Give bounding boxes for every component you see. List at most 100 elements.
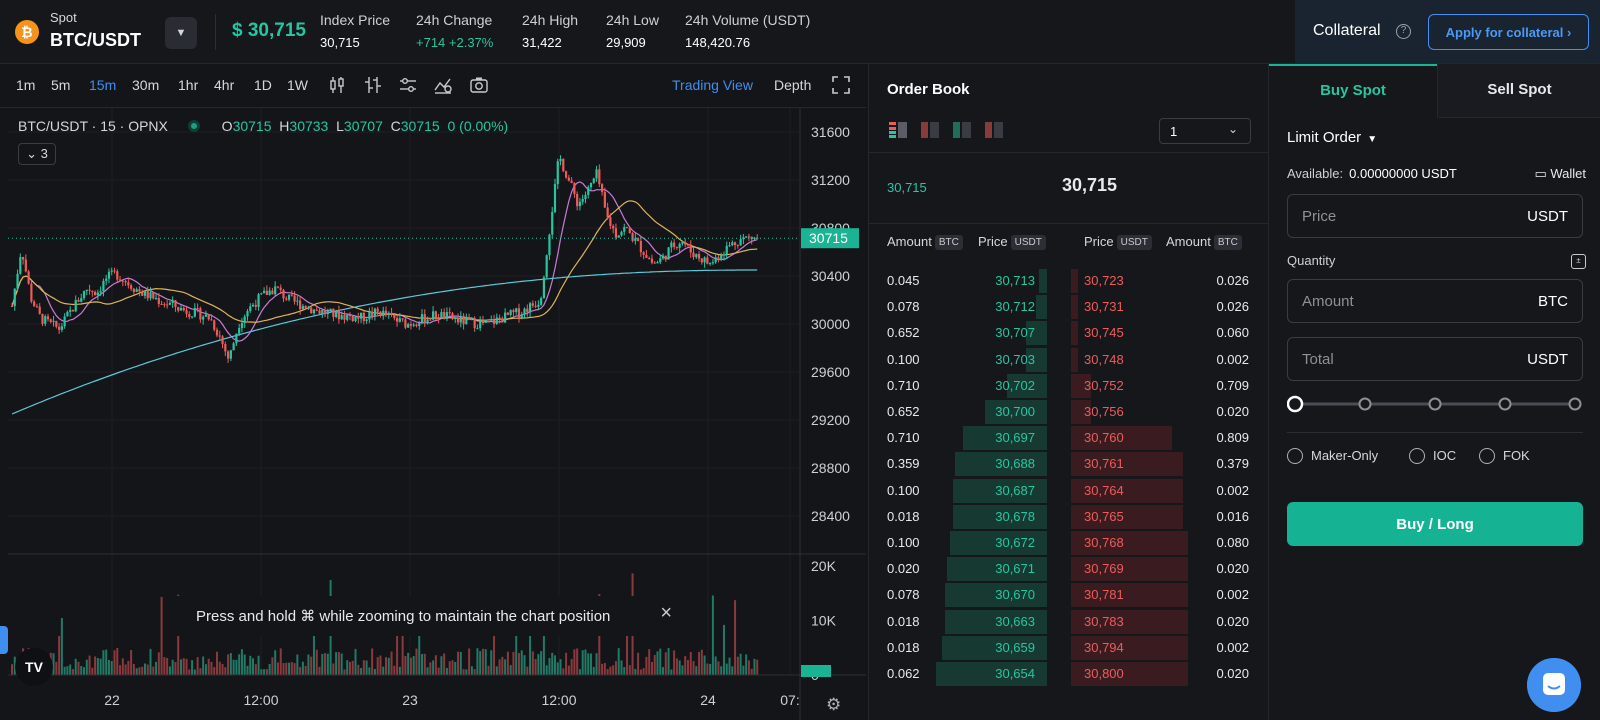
tab-trading-view[interactable]: Trading View [672, 77, 753, 93]
volume-bar [517, 653, 520, 675]
candle-body [10, 306, 14, 307]
candle-body [509, 310, 512, 315]
ask-amount: 0.026 [1216, 299, 1249, 315]
candle-body [229, 350, 232, 359]
order-book-row[interactable]: 0.652 30,700 30,756 0.020 [869, 399, 1269, 424]
order-book-row[interactable]: 0.078 30,712 30,731 0.026 [869, 294, 1269, 320]
pair-name[interactable]: BTC/USDT [50, 30, 141, 50]
drawing-toolbar-handle[interactable] [0, 626, 8, 654]
settings-sliders-icon[interactable] [397, 74, 419, 96]
help-icon[interactable]: ? [1396, 24, 1411, 39]
tradingview-logo[interactable]: TV [15, 648, 53, 686]
candle-body [645, 254, 648, 259]
order-book-row[interactable]: 0.100 30,687 30,764 0.002 [869, 478, 1269, 503]
quantity-slider[interactable] [1287, 394, 1583, 414]
zoom-hint-text: Press and hold ⌘ while zooming to mainta… [196, 608, 611, 625]
ioc-option[interactable]: IOC [1409, 448, 1456, 464]
interval-1d[interactable]: 1D [254, 77, 272, 93]
bid-amount: 0.062 [887, 666, 920, 681]
order-book-row[interactable]: 0.045 30,713 30,723 0.026 [869, 268, 1269, 293]
candles-icon[interactable] [326, 74, 348, 96]
camera-icon[interactable] [468, 74, 490, 96]
tab-buy-spot[interactable]: Buy Spot [1269, 64, 1437, 118]
interval-1hr[interactable]: 1hr [178, 77, 199, 93]
order-book-row[interactable]: 0.652 30,707 30,745 0.060 [869, 320, 1269, 346]
book-asks-view-icon[interactable] [921, 122, 939, 138]
volume-bar [689, 651, 692, 675]
calculator-icon[interactable]: ± [1571, 254, 1586, 269]
tab-depth[interactable]: Depth [774, 77, 812, 93]
amount-input[interactable]: Amount BTC [1287, 279, 1583, 323]
interval-4hr[interactable]: 4hr [214, 77, 235, 93]
candle-body [587, 187, 590, 195]
maker-only-option[interactable]: Maker-Only [1287, 448, 1378, 464]
fok-option[interactable]: FOK [1479, 448, 1530, 464]
bid-amount: 0.710 [887, 377, 920, 393]
pair-dropdown-button[interactable]: ▼ [165, 17, 197, 49]
candle-body [553, 184, 557, 212]
gear-icon[interactable]: ⚙ [826, 695, 842, 714]
volume-bar [542, 616, 545, 675]
order-book-row[interactable]: 0.018 30,663 30,783 0.020 [869, 609, 1269, 634]
slider-step-50[interactable] [1428, 397, 1442, 411]
slider-step-100[interactable] [1568, 397, 1582, 411]
candle-body [190, 316, 194, 318]
candle-body [154, 297, 158, 299]
volume-bar [55, 661, 58, 675]
price-input[interactable]: Price USDT [1287, 194, 1583, 238]
tab-sell-spot[interactable]: Sell Spot [1437, 64, 1600, 118]
order-book-row[interactable]: 0.018 30,659 30,794 0.002 [869, 635, 1269, 660]
volume-bar [124, 664, 127, 675]
order-book-row[interactable]: 0.100 30,672 30,768 0.080 [869, 530, 1269, 555]
total-input[interactable]: Total USDT [1287, 337, 1583, 381]
precision-select[interactable]: 1 ⌄ [1159, 118, 1251, 144]
order-book-row[interactable]: 0.359 30,688 30,761 0.379 [869, 451, 1269, 477]
interval-30m[interactable]: 30m [132, 77, 160, 93]
interval-1w[interactable]: 1W [287, 77, 308, 93]
ask-price: 30,765 [1084, 508, 1124, 524]
ask-price: 30,768 [1084, 535, 1124, 550]
volume-bar [573, 649, 576, 675]
candle-body [709, 263, 712, 265]
interval-15m[interactable]: 15m [89, 77, 117, 93]
candle-body [650, 258, 654, 263]
volume-bar [468, 648, 471, 675]
order-book-row[interactable]: 0.062 30,654 30,800 0.020 [869, 661, 1269, 686]
order-book-row[interactable]: 0.018 30,678 30,765 0.016 [869, 504, 1269, 529]
candle-body [750, 236, 753, 240]
book-both-view-icon[interactable] [889, 122, 907, 138]
interval-5m[interactable]: 5m [51, 77, 71, 93]
indicators-icon[interactable] [432, 74, 454, 96]
volume-bar [409, 657, 412, 675]
candle-body [600, 184, 604, 193]
order-book-row[interactable]: 0.710 30,697 30,760 0.809 [869, 425, 1269, 451]
slider-step-75[interactable] [1498, 397, 1512, 411]
slider-thumb[interactable] [1287, 395, 1304, 413]
order-book-row[interactable]: 0.100 30,703 30,748 0.002 [869, 347, 1269, 372]
slider-step-25[interactable] [1358, 397, 1372, 411]
apply-collateral-button[interactable]: Apply for collateral › [1428, 14, 1589, 50]
order-book-row[interactable]: 0.710 30,702 30,752 0.709 [869, 373, 1269, 398]
indicator-toggle[interactable]: ⌄ 3 [18, 143, 56, 165]
order-type-select[interactable]: Limit Order ▼ [1287, 129, 1377, 146]
order-book-row[interactable]: 0.078 30,670 30,781 0.002 [869, 582, 1269, 608]
candle-body [179, 307, 183, 311]
price-unit: USDT [1527, 208, 1568, 225]
bar-style-icon[interactable] [362, 74, 384, 96]
ask-price: 30,783 [1084, 613, 1124, 629]
wallet-link[interactable]: ▭ Wallet [1534, 166, 1586, 182]
chat-support-icon[interactable] [1527, 658, 1581, 712]
candle-body [440, 312, 443, 319]
buy-long-button[interactable]: Buy / Long [1287, 502, 1583, 546]
candle-body [476, 328, 479, 330]
fullscreen-icon[interactable] [830, 74, 852, 96]
close-icon[interactable]: × [660, 602, 672, 624]
candle-body [171, 300, 174, 303]
book-bids-view-icon[interactable] [953, 122, 971, 138]
interval-1m[interactable]: 1m [16, 77, 36, 93]
volume-bar [249, 655, 252, 675]
order-book-row[interactable]: 0.020 30,671 30,769 0.020 [869, 556, 1269, 582]
price-chart[interactable]: 3160031200308003040030000296002920028800… [0, 108, 866, 720]
book-split-view-icon[interactable] [985, 122, 1003, 138]
ask-amount-header: Amount BTC [1166, 234, 1242, 250]
